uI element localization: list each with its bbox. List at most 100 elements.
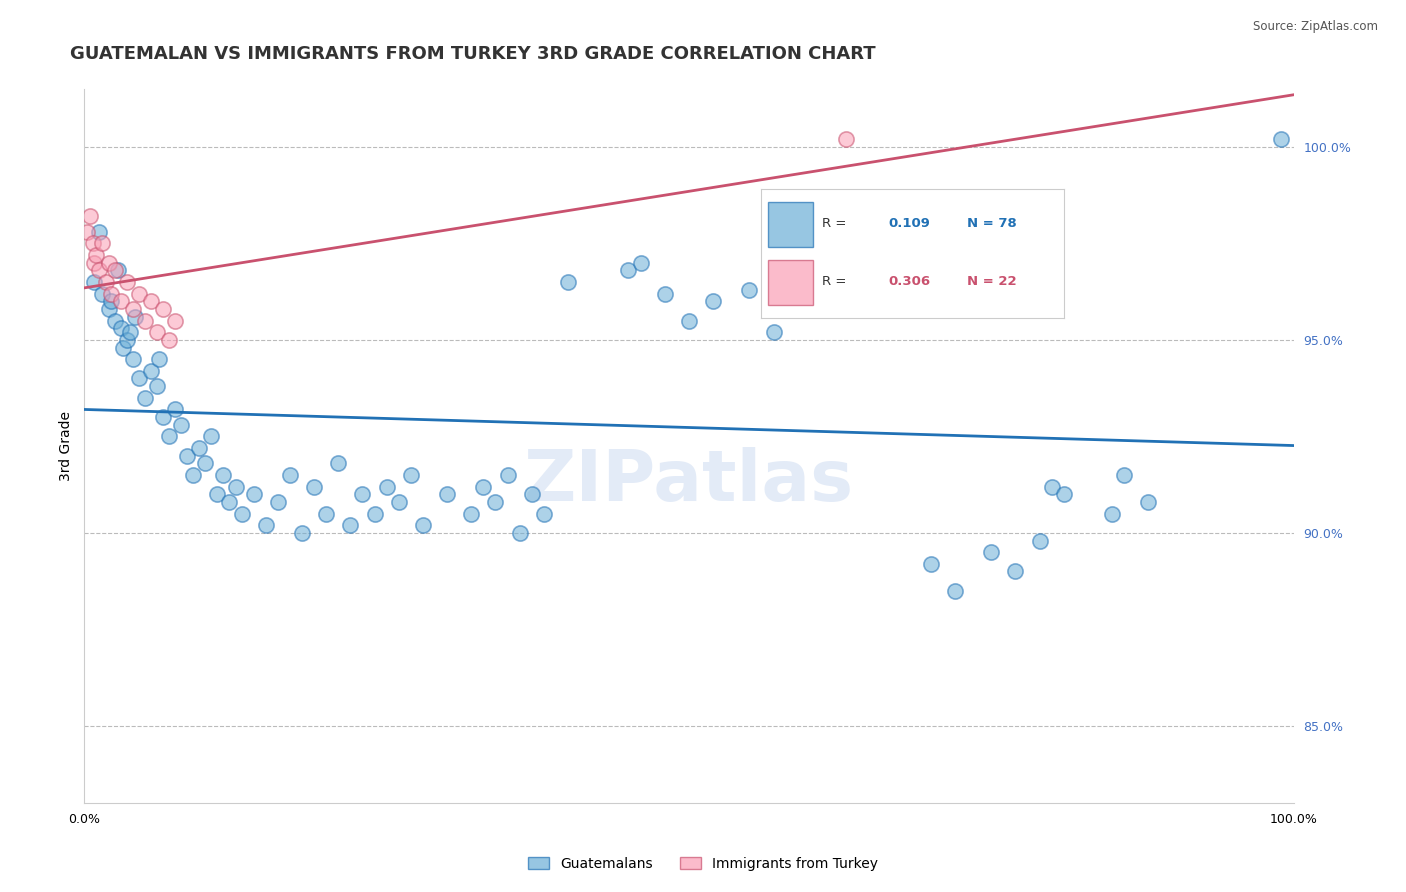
Point: [352, 487, 374, 501]
Point: [188, 441, 211, 455]
Point: [83, 275, 105, 289]
Text: Source: ZipAtlas.com: Source: ZipAtlas.com: [1253, 21, 1378, 33]
Point: [91, 286, 114, 301]
Point: [231, 507, 253, 521]
Point: [520, 487, 543, 501]
Point: [557, 275, 579, 289]
Point: [278, 467, 301, 482]
Point: [799, 263, 821, 277]
Point: [1040, 479, 1063, 493]
Point: [176, 449, 198, 463]
Point: [100, 294, 122, 309]
Point: [472, 479, 495, 493]
Point: [291, 525, 314, 540]
Point: [654, 286, 676, 301]
Point: [134, 313, 156, 327]
Point: [1053, 487, 1076, 501]
Point: [128, 371, 150, 385]
Point: [82, 236, 104, 251]
Point: [1114, 467, 1136, 482]
Point: [87, 225, 110, 239]
Point: [339, 518, 361, 533]
Point: [76, 225, 98, 239]
Point: [94, 275, 117, 289]
Point: [152, 301, 174, 316]
Point: [1004, 565, 1026, 579]
Point: [87, 263, 110, 277]
Point: [484, 495, 506, 509]
Point: [1137, 495, 1160, 509]
Text: GUATEMALAN VS IMMIGRANTS FROM TURKEY 3RD GRADE CORRELATION CHART: GUATEMALAN VS IMMIGRANTS FROM TURKEY 3RD…: [70, 45, 876, 62]
Point: [399, 467, 422, 482]
Point: [139, 364, 162, 378]
Point: [146, 325, 169, 339]
Point: [412, 518, 434, 533]
Point: [920, 557, 942, 571]
Legend: Guatemalans, Immigrants from Turkey: Guatemalans, Immigrants from Turkey: [522, 851, 884, 876]
Point: [943, 583, 966, 598]
Point: [509, 525, 531, 540]
Point: [738, 283, 761, 297]
Point: [115, 333, 138, 347]
Point: [328, 456, 350, 470]
Point: [165, 402, 187, 417]
Point: [165, 313, 187, 327]
Point: [157, 333, 180, 347]
Point: [1270, 132, 1292, 146]
Point: [1101, 507, 1123, 521]
Point: [302, 479, 325, 493]
Point: [218, 495, 240, 509]
Point: [200, 429, 222, 443]
Point: [121, 352, 143, 367]
Point: [97, 256, 120, 270]
Point: [980, 545, 1002, 559]
Point: [859, 275, 882, 289]
Point: [79, 210, 101, 224]
Point: [146, 379, 169, 393]
Point: [157, 429, 180, 443]
Point: [630, 256, 652, 270]
Point: [375, 479, 398, 493]
Point: [112, 341, 135, 355]
Point: [104, 263, 127, 277]
Point: [533, 507, 555, 521]
Point: [207, 487, 229, 501]
Y-axis label: 3rd Grade: 3rd Grade: [59, 411, 73, 481]
Point: [100, 286, 122, 301]
Point: [496, 467, 519, 482]
Point: [91, 236, 114, 251]
Point: [1028, 533, 1050, 548]
Point: [139, 294, 162, 309]
Point: [436, 487, 458, 501]
Point: [152, 410, 174, 425]
Point: [212, 467, 235, 482]
Point: [86, 248, 108, 262]
Point: [107, 263, 129, 277]
Point: [120, 325, 142, 339]
Point: [762, 325, 785, 339]
Point: [170, 417, 193, 432]
Point: [115, 275, 138, 289]
Point: [267, 495, 290, 509]
Point: [896, 294, 918, 309]
Point: [121, 301, 143, 316]
Point: [617, 263, 640, 277]
Point: [148, 352, 170, 367]
Point: [460, 507, 482, 521]
Point: [388, 495, 411, 509]
Point: [110, 294, 132, 309]
Point: [254, 518, 277, 533]
Point: [128, 286, 150, 301]
Point: [363, 507, 385, 521]
Point: [225, 479, 247, 493]
Point: [83, 256, 105, 270]
Point: [823, 248, 845, 262]
Text: ZIPatlas: ZIPatlas: [524, 447, 853, 516]
Point: [315, 507, 337, 521]
Point: [242, 487, 264, 501]
Point: [678, 313, 700, 327]
Point: [124, 310, 146, 324]
Point: [194, 456, 217, 470]
Point: [97, 301, 120, 316]
Point: [702, 294, 724, 309]
